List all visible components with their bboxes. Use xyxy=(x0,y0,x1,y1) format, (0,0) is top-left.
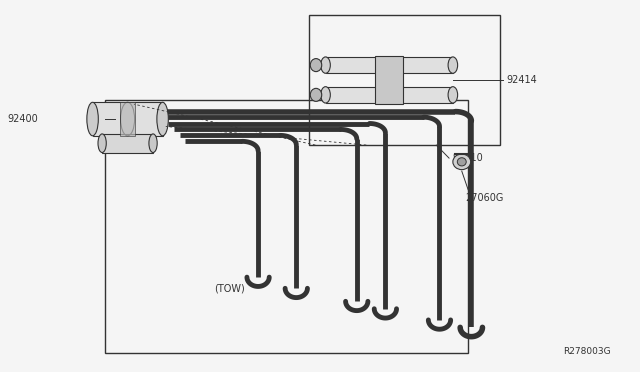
Ellipse shape xyxy=(321,57,330,73)
Bar xyxy=(326,57,453,73)
Bar xyxy=(106,100,468,353)
Ellipse shape xyxy=(98,134,106,153)
Ellipse shape xyxy=(310,89,322,102)
Ellipse shape xyxy=(448,57,458,73)
Text: 92410: 92410 xyxy=(452,153,483,163)
Ellipse shape xyxy=(157,102,168,136)
Bar xyxy=(93,102,163,136)
Ellipse shape xyxy=(87,102,99,136)
Text: 27060G: 27060G xyxy=(465,193,503,203)
Bar xyxy=(120,102,135,136)
Text: 92400: 92400 xyxy=(8,114,38,124)
Ellipse shape xyxy=(149,134,157,153)
Bar xyxy=(375,56,403,104)
Bar xyxy=(102,134,153,153)
Text: (TOW): (TOW) xyxy=(214,283,245,293)
Ellipse shape xyxy=(453,154,470,170)
Ellipse shape xyxy=(448,87,458,103)
Ellipse shape xyxy=(310,59,322,72)
Bar xyxy=(309,15,500,145)
Text: R278003G: R278003G xyxy=(564,347,611,356)
Ellipse shape xyxy=(321,87,330,103)
Ellipse shape xyxy=(458,158,466,166)
Text: 92414: 92414 xyxy=(506,75,537,85)
Bar xyxy=(326,87,453,103)
